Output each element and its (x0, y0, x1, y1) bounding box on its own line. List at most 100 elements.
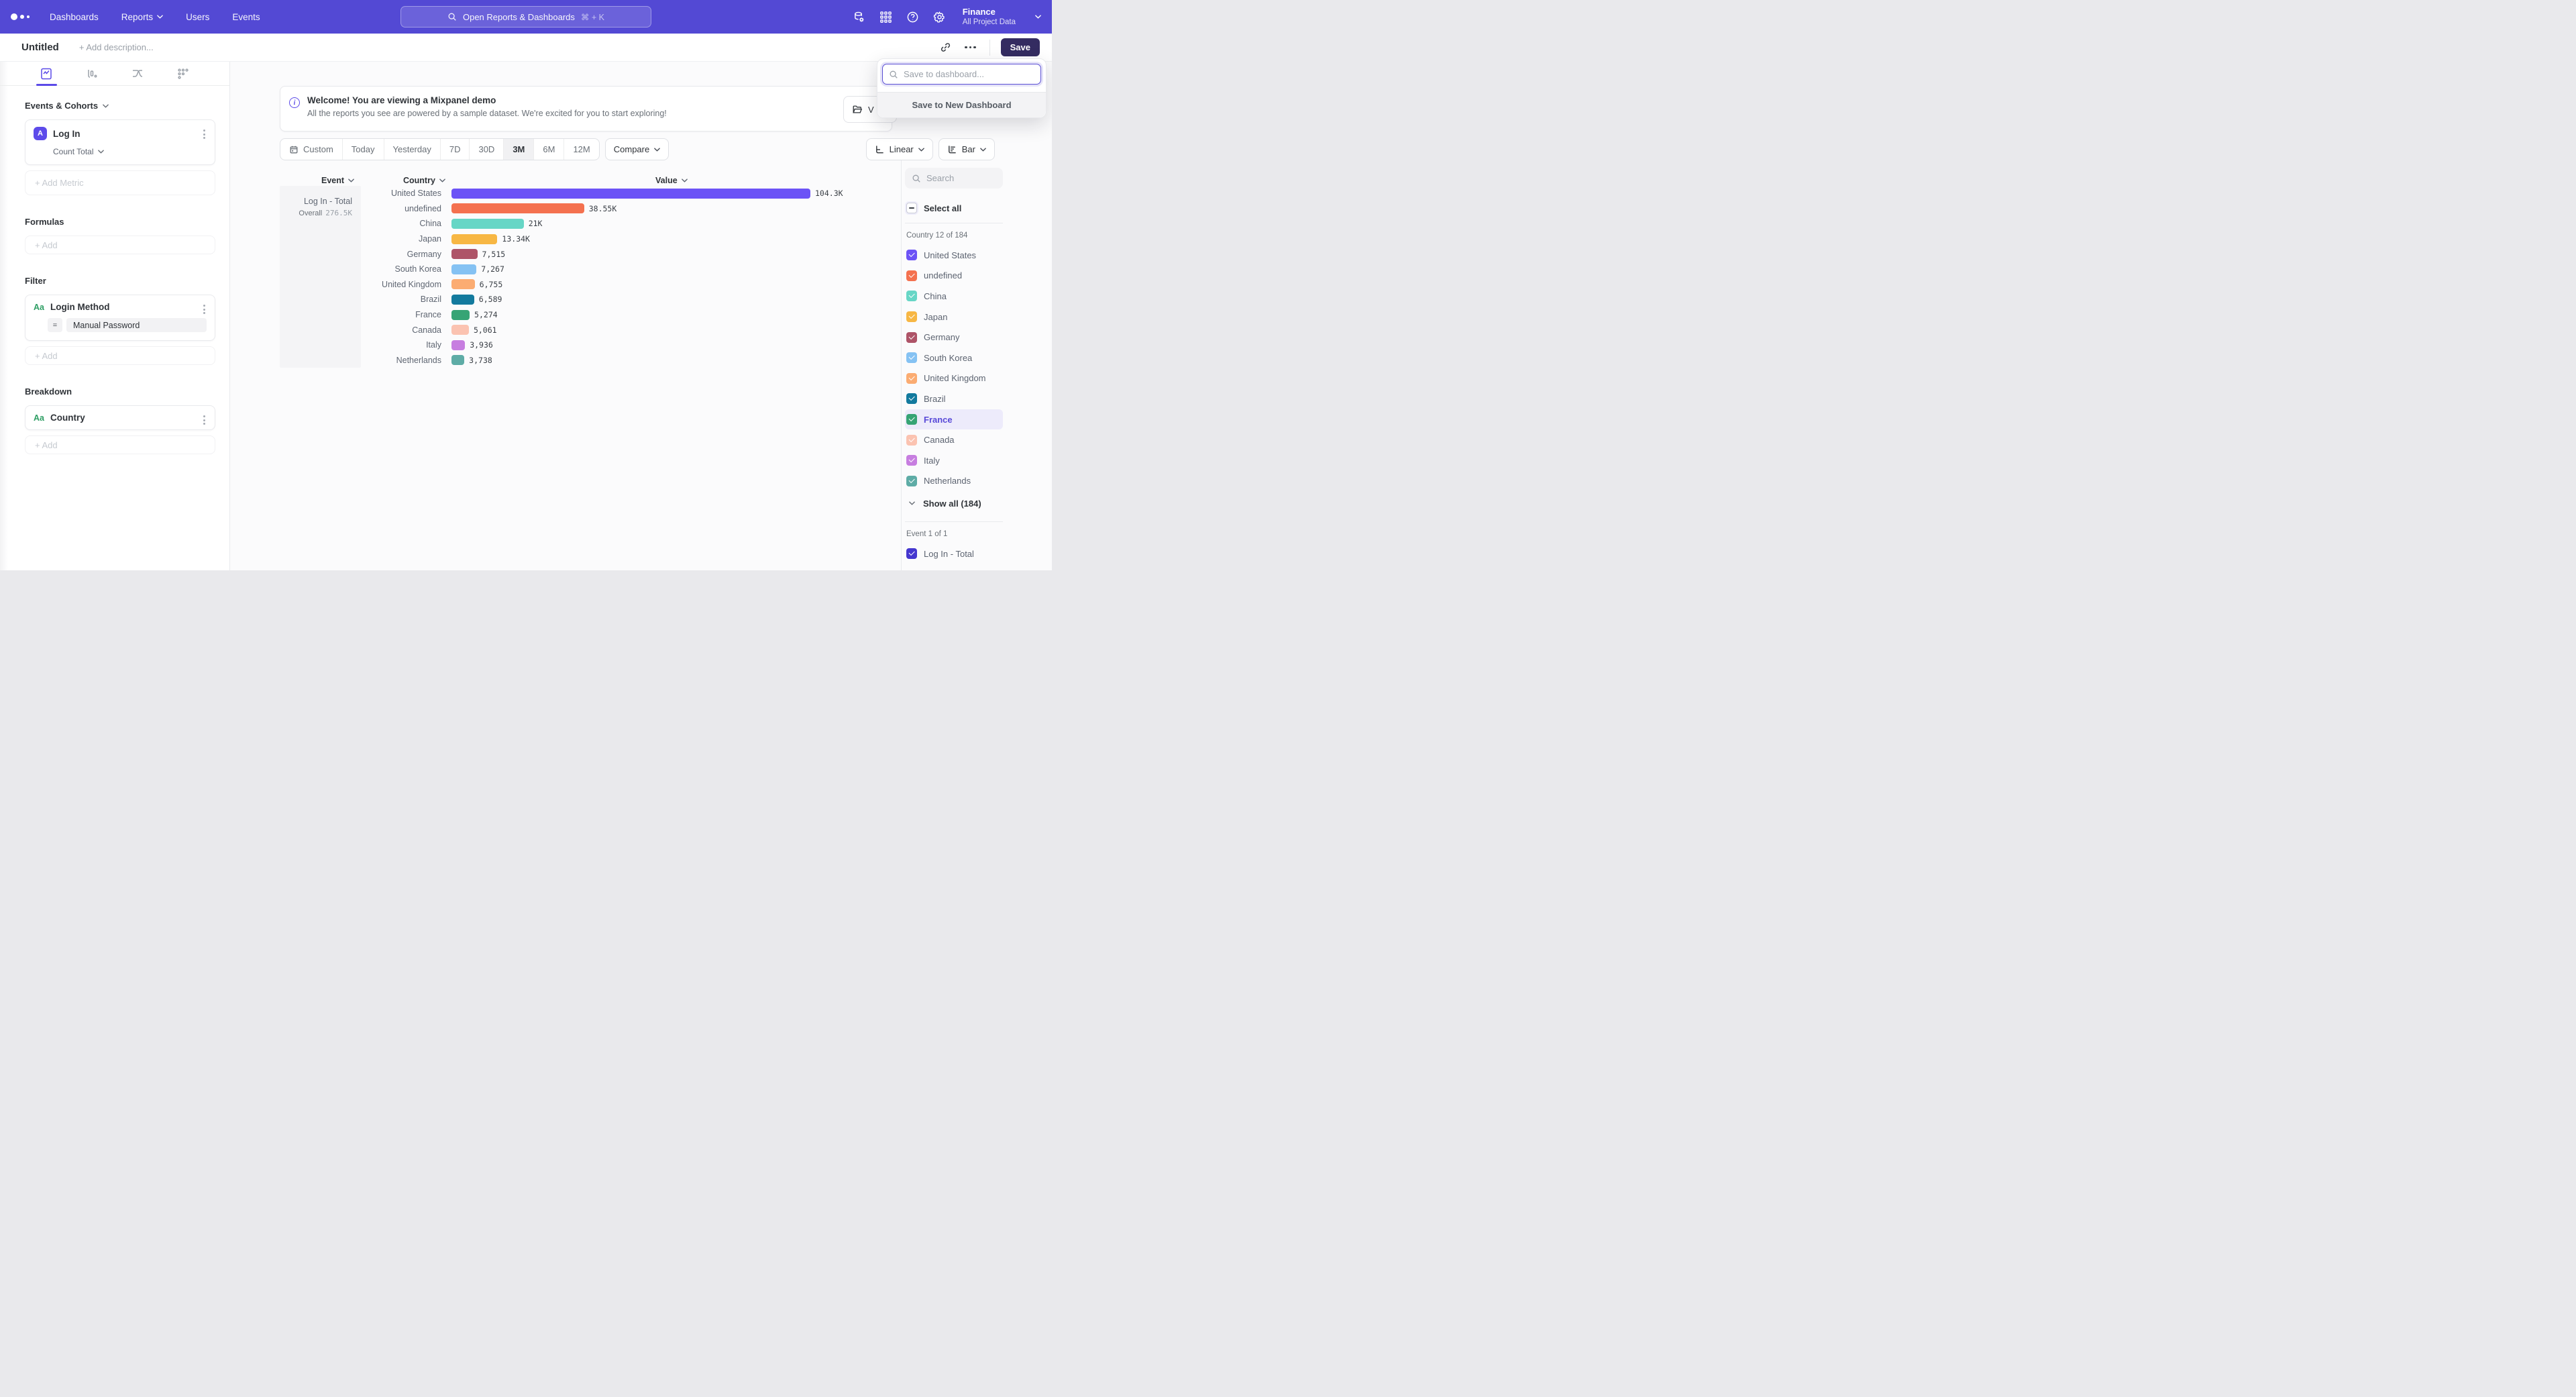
bar[interactable] (451, 310, 470, 320)
legend-item-france[interactable]: France (905, 409, 1003, 430)
linear-axis-icon (875, 144, 885, 154)
select-all-checkbox-row[interactable]: Select all (905, 203, 1003, 213)
range-30d[interactable]: 30D (469, 139, 503, 160)
series-checkbox[interactable] (906, 332, 917, 343)
bar[interactable] (451, 355, 464, 365)
series-checkbox[interactable] (906, 393, 917, 404)
date-range-selector: CustomTodayYesterday7D30D3M6M12M (280, 138, 600, 160)
chart-type-dropdown[interactable]: Bar (938, 138, 995, 160)
bar[interactable] (451, 295, 474, 305)
series-checkbox[interactable] (906, 414, 917, 425)
mixpanel-logo-icon[interactable] (11, 13, 30, 20)
legend-item-brazil[interactable]: Brazil (905, 389, 1003, 409)
event-checkbox[interactable] (906, 548, 917, 559)
legend-item-japan[interactable]: Japan (905, 307, 1003, 327)
legend-item-netherlands[interactable]: Netherlands (905, 471, 1003, 492)
project-chevron-down-icon[interactable] (1035, 15, 1041, 19)
bar[interactable] (451, 279, 475, 289)
column-header-country[interactable]: Country (403, 176, 445, 185)
range-3m[interactable]: 3M (503, 139, 533, 160)
bar-chart: Event Country Value Log In - Total (280, 160, 901, 570)
legend-item-italy[interactable]: Italy (905, 450, 1003, 471)
legend-item-undefined[interactable]: undefined (905, 266, 1003, 287)
save-dashboard-input[interactable] (904, 69, 1034, 79)
tab-retention[interactable] (176, 67, 190, 81)
metric-kebab-menu[interactable] (202, 128, 207, 140)
events-cohorts-header[interactable]: Events & Cohorts (25, 101, 215, 111)
range-today[interactable]: Today (342, 139, 384, 160)
tab-funnels[interactable] (85, 67, 99, 81)
bar[interactable] (451, 264, 476, 274)
report-title[interactable]: Untitled (21, 42, 59, 53)
more-actions-button[interactable] (962, 44, 979, 52)
series-checkbox[interactable] (906, 352, 917, 363)
legend-item-south-korea[interactable]: South Korea (905, 348, 1003, 368)
series-checkbox[interactable] (906, 476, 917, 486)
add-metric-button[interactable]: + Add Metric (25, 170, 215, 195)
value-scale-dropdown[interactable]: Linear (866, 138, 933, 160)
series-checkbox[interactable] (906, 311, 917, 322)
legend-item-germany[interactable]: Germany (905, 327, 1003, 348)
series-checkbox[interactable] (906, 250, 917, 260)
project-switcher[interactable]: Finance All Project Data (963, 7, 1016, 28)
column-header-event[interactable]: Event (321, 176, 354, 185)
filter-card-login-method[interactable]: Aa Login Method = Manual Password (25, 295, 215, 341)
bar[interactable] (451, 340, 465, 350)
metric-card-log-in[interactable]: A Log In Count Total (25, 119, 215, 165)
nav-item-reports[interactable]: Reports (121, 12, 163, 22)
copy-link-icon[interactable] (940, 42, 951, 53)
bar[interactable] (451, 189, 810, 199)
add-description-button[interactable]: + Add description... (79, 42, 154, 52)
range-6m[interactable]: 6M (533, 139, 564, 160)
nav-item-users[interactable]: Users (186, 12, 209, 22)
legend-item-china[interactable]: China (905, 286, 1003, 307)
column-header-value[interactable]: Value (655, 176, 688, 185)
range-custom[interactable]: Custom (280, 139, 342, 160)
bar[interactable] (451, 219, 524, 229)
filter-kebab-menu[interactable] (202, 303, 207, 315)
legend-event-item[interactable]: Log In - Total (905, 544, 1003, 564)
breakdown-kebab-menu[interactable] (202, 414, 207, 426)
select-all-checkbox[interactable] (906, 203, 917, 213)
nav-item-dashboards[interactable]: Dashboards (50, 12, 99, 22)
nav-item-events[interactable]: Events (232, 12, 260, 22)
compare-button[interactable]: Compare (605, 138, 669, 160)
aggregation-selector[interactable]: Count Total (53, 147, 207, 156)
series-checkbox[interactable] (906, 270, 917, 281)
legend-item-united-kingdom[interactable]: United Kingdom (905, 368, 1003, 389)
chart-row-china: China21K (361, 216, 901, 231)
filter-operator[interactable]: = (48, 318, 62, 332)
settings-gear-icon[interactable] (933, 11, 946, 23)
global-search-button[interactable]: Open Reports & Dashboards ⌘ + K (400, 6, 651, 28)
add-filter-button[interactable]: + Add (25, 346, 215, 365)
series-checkbox[interactable] (906, 373, 917, 384)
series-checkbox[interactable] (906, 455, 917, 466)
legend-item-canada[interactable]: Canada (905, 429, 1003, 450)
bar[interactable] (451, 203, 584, 213)
save-button[interactable]: Save (1001, 38, 1040, 56)
add-breakdown-button[interactable]: + Add (25, 435, 215, 454)
legend-item-united-states[interactable]: United States (905, 245, 1003, 266)
bar[interactable] (451, 234, 497, 244)
save-dashboard-search[interactable] (882, 64, 1041, 85)
series-checkbox[interactable] (906, 291, 917, 301)
filter-value[interactable]: Manual Password (66, 318, 207, 332)
event-total-cell[interactable]: Log In - Total Overall276.5K (280, 186, 361, 368)
legend-search-input[interactable]: Search (905, 168, 1003, 189)
save-to-new-dashboard-button[interactable]: Save to New Dashboard (877, 92, 1046, 117)
bar[interactable] (451, 249, 478, 259)
range-7d[interactable]: 7D (440, 139, 470, 160)
breakdown-card-country[interactable]: Aa Country (25, 405, 215, 430)
series-checkbox[interactable] (906, 435, 917, 446)
help-icon[interactable] (906, 11, 919, 23)
legend-panel: Search Select all Country 12 of 184 Unit… (901, 160, 1052, 570)
range-yesterday[interactable]: Yesterday (384, 139, 440, 160)
bar[interactable] (451, 325, 469, 335)
data-management-icon[interactable] (853, 11, 865, 23)
apps-grid-icon[interactable] (879, 11, 892, 23)
add-formula-button[interactable]: + Add (25, 236, 215, 254)
range-12m[interactable]: 12M (564, 139, 598, 160)
show-all-button[interactable]: Show all (184) (909, 495, 1052, 512)
tab-flows[interactable] (131, 67, 144, 81)
tab-insights[interactable] (40, 67, 53, 81)
